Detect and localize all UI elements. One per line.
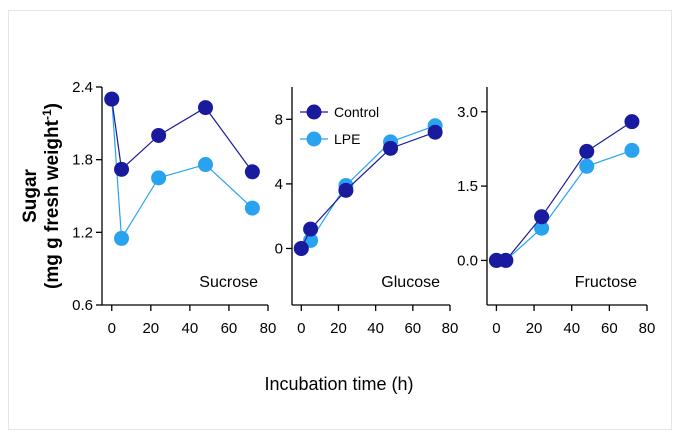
legend-label-lpe: LPE [334,131,360,147]
series-line-lpe [300,125,436,249]
series-line-lpe [496,149,633,262]
x-tick-label: 80 [260,320,277,337]
x-tick-label: 80 [442,320,459,337]
y-tick-label: 8 [275,111,283,128]
data-point-lpe [151,170,167,186]
y-axis-title-units: (mg g fresh weight-1) [40,103,63,289]
series-line-control [496,121,633,262]
figure-border [8,10,672,430]
x-tick-label: 60 [221,320,238,337]
panel-label: Glucose [381,274,440,291]
x-tick-label: 20 [330,320,347,337]
legend: Control LPE [300,104,379,147]
data-point-control [338,182,354,198]
legend-label-control: Control [334,104,379,120]
y-tick-label: 0.6 [72,297,93,314]
data-point-control [383,140,399,156]
y-tick-label: 1.8 [72,152,93,169]
x-tick-label: 0 [108,320,116,337]
data-point-lpe [114,230,130,246]
y-tick-label: 0 [275,240,283,257]
x-tick-label: 0 [297,320,305,337]
data-point-control [198,100,214,116]
data-point-control [293,240,309,256]
data-point-lpe [579,158,595,174]
series-line-control [111,99,253,173]
y-tick-label: 0.0 [457,252,478,269]
x-tick-label: 20 [142,320,159,337]
data-point-control [427,124,443,140]
panel-label: Sucrose [199,274,258,291]
y-axis-units-exponent: -1 [40,109,54,120]
x-tick-label: 80 [639,320,656,337]
data-point-control [303,221,319,237]
data-point-control [244,164,260,180]
data-point-lpe [244,200,260,216]
data-point-control [114,161,130,177]
x-tick-label: 40 [367,320,384,337]
panel-fructose: 0.0 1.5 3.0 0 20 40 60 80 Fructose [457,87,655,337]
y-axis-units-suffix: ) [42,103,63,109]
x-tick-label: 60 [404,320,421,337]
data-point-control [624,114,640,130]
data-point-control [498,252,514,268]
panel-label: Fructose [575,274,637,291]
y-axis-units-prefix: (mg g fresh weight [42,119,63,289]
data-point-control [579,143,595,159]
data-point-control [151,127,167,143]
y-tick-label: 4 [275,176,283,193]
series-line-lpe [111,99,253,241]
y-tick-label: 3.0 [457,104,478,121]
legend-marker-control [306,104,322,120]
y-tick-label: 1.5 [457,178,478,195]
series-line-control [300,131,436,249]
data-point-lpe [534,220,550,236]
x-tick-label: 60 [601,320,618,337]
data-point-control [534,209,550,225]
x-tick-label: 20 [526,320,543,337]
y-tick-label: 2.4 [72,79,93,96]
data-point-lpe [198,157,214,173]
data-point-lpe [624,142,640,158]
x-axis-title: Incubation time (h) [264,374,413,394]
y-tick-label: 1.2 [72,224,93,241]
y-axis-title-main: Sugar [20,168,41,222]
data-point-control [104,91,120,107]
x-tick-label: 40 [563,320,580,337]
x-tick-label: 0 [492,320,500,337]
panel-sucrose: 0.6 1.2 1.8 2.4 0 20 40 60 80 Sucrose [72,79,276,337]
x-tick-label: 40 [182,320,199,337]
legend-marker-lpe [306,131,322,147]
y-axis-title: Sugar (mg g fresh weight-1) [20,103,63,289]
